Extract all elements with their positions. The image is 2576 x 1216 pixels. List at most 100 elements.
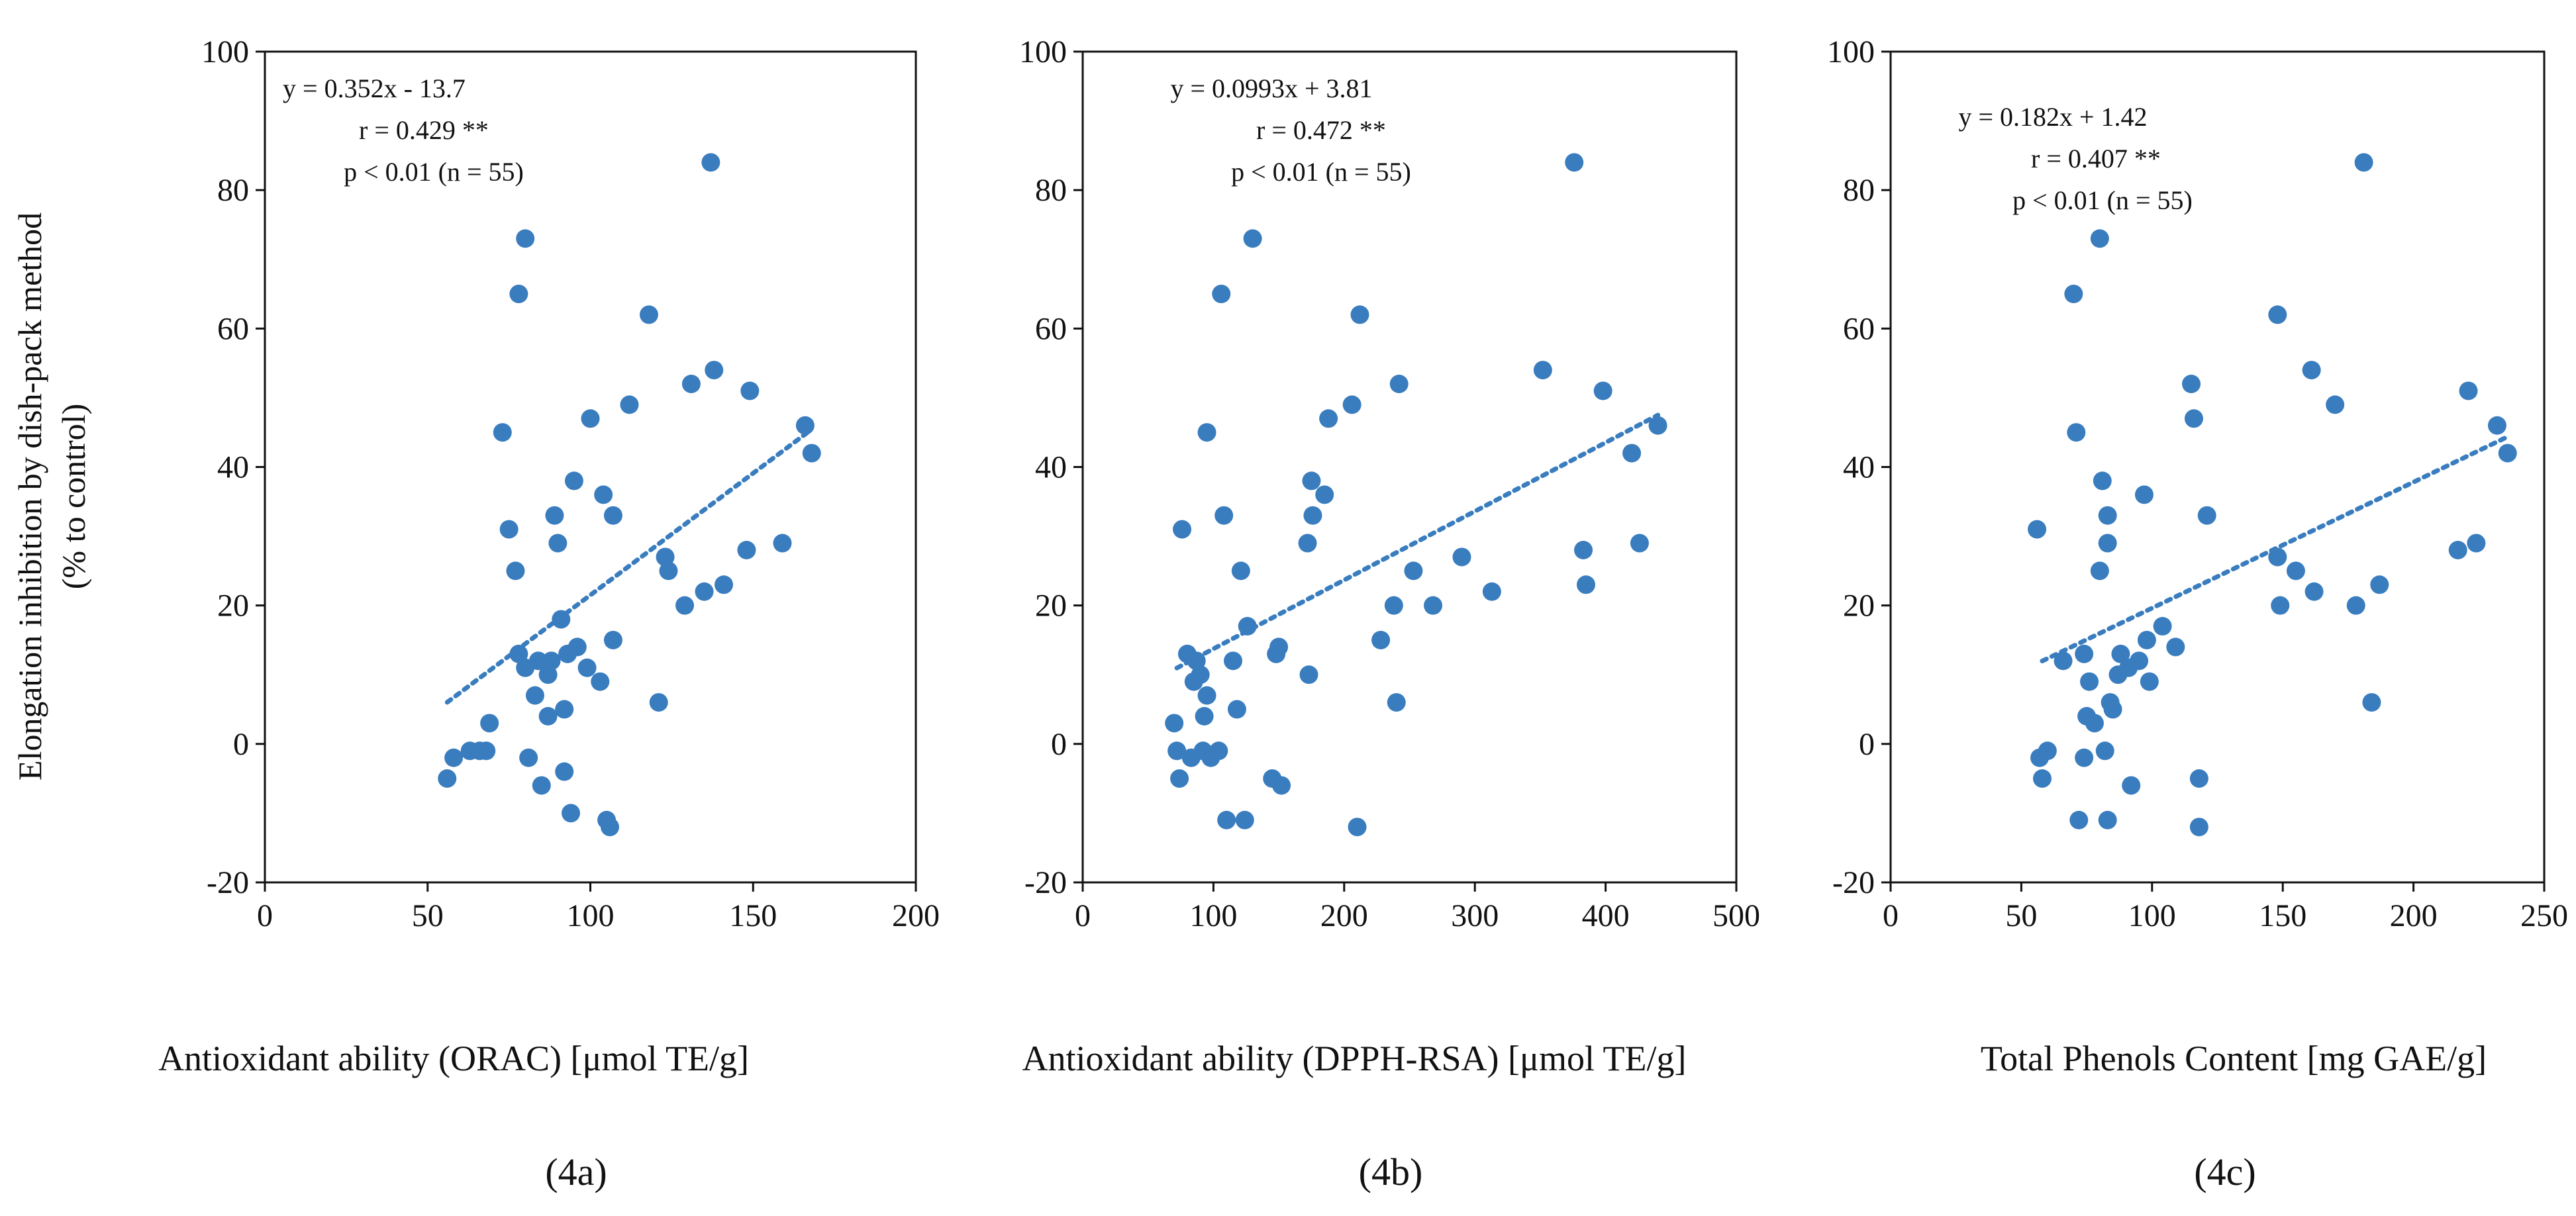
y-tick-label-4b: 0 (1051, 727, 1067, 762)
data-point-4a (516, 229, 535, 248)
data-point-4b (1272, 776, 1291, 795)
data-point-4c (2080, 672, 2099, 691)
y-tick-label-4a: 80 (217, 173, 249, 208)
panel-label-4a: (4a) (545, 1150, 607, 1193)
data-point-4c (2271, 596, 2290, 615)
data-point-4b (1170, 769, 1189, 788)
data-point-4c (2467, 534, 2486, 553)
data-point-4b (1387, 693, 1406, 712)
p-value-text-4a: p < 0.01 (n = 55) (344, 157, 524, 187)
data-point-4a (620, 395, 639, 414)
data-point-4a (591, 672, 610, 691)
data-point-4c (2067, 423, 2086, 442)
data-point-4a (705, 361, 724, 380)
data-point-4b (1197, 423, 1216, 442)
y-tick-label-4b: 60 (1035, 311, 1067, 346)
data-point-4b (1303, 506, 1322, 525)
r-value-text-4b: r = 0.472 ** (1256, 115, 1386, 145)
y-tick-label-4c: 40 (1843, 450, 1875, 485)
data-point-4c (2090, 561, 2109, 581)
data-point-4c (2130, 651, 2149, 671)
y-axis-title: Elongation inhibition by dish-pack metho… (11, 212, 92, 780)
data-point-4c (2075, 644, 2094, 663)
data-point-4b (1212, 285, 1231, 304)
p-value-text-4b: p < 0.01 (n = 55) (1231, 157, 1411, 187)
data-point-4a (600, 818, 619, 837)
data-point-4a (695, 582, 714, 601)
x-tick-label-4a: 200 (892, 898, 940, 933)
data-point-4b (1315, 485, 1334, 504)
data-point-4a (555, 762, 574, 781)
data-point-4c (2182, 375, 2201, 393)
y-tick-label-4b: 80 (1035, 173, 1067, 208)
data-point-4b (1217, 810, 1236, 829)
data-point-4b (1648, 416, 1667, 435)
data-point-4c (2098, 534, 2117, 553)
data-point-4a (802, 444, 821, 463)
data-point-4b (1235, 810, 1254, 829)
x-tick-label-4c: 50 (2005, 898, 2037, 933)
data-point-4a (740, 381, 760, 400)
data-point-4b (1319, 409, 1338, 428)
x-axis-title-4b: Antioxidant ability (DPPH-RSA) [μmol TE/… (1022, 1039, 1687, 1078)
data-point-4c (2268, 547, 2287, 567)
data-point-4a (438, 769, 457, 788)
x-tick-label-4b: 400 (1582, 898, 1630, 933)
data-point-4a (649, 693, 668, 712)
r-value-text-4a: r = 0.429 ** (359, 115, 489, 145)
data-point-4a (675, 596, 695, 615)
y-tick-label-4b: 100 (1019, 34, 1067, 70)
data-point-4a (509, 285, 528, 304)
p-value-text-4c: p < 0.01 (n = 55) (2012, 185, 2193, 215)
data-point-4c (2069, 810, 2089, 829)
data-point-4a (506, 561, 525, 581)
data-point-4c (2103, 700, 2122, 719)
y-tick-label-4c: -20 (1832, 865, 1875, 900)
data-point-4a (581, 409, 600, 428)
data-point-4a (681, 375, 701, 393)
y-tick-label-4a: 100 (201, 34, 249, 70)
data-point-4b (1299, 665, 1318, 684)
equation-text-4b: y = 0.0993x + 3.81 (1170, 73, 1372, 103)
trendline-4a (444, 427, 815, 705)
data-point-4a (568, 637, 587, 657)
data-point-4a (603, 630, 622, 649)
data-point-4c (2459, 381, 2478, 400)
data-point-4c (2090, 229, 2109, 248)
data-point-4a (538, 707, 558, 725)
data-point-4b (1191, 665, 1210, 684)
data-point-4b (1227, 700, 1246, 719)
y-tick-label-4c: 20 (1843, 588, 1875, 624)
x-tick-label-4a: 50 (412, 898, 444, 933)
data-point-4a (493, 423, 512, 442)
data-point-4c (2095, 741, 2114, 761)
y-tick-label-4c: 100 (1827, 34, 1875, 70)
data-point-4b (1482, 582, 1501, 601)
data-point-4b (1231, 561, 1250, 581)
data-point-4a (715, 575, 734, 594)
data-point-4a (555, 700, 574, 719)
data-point-4b (1342, 395, 1362, 414)
x-tick-label-4a: 0 (257, 898, 273, 933)
y-tick-label-4b: 40 (1035, 450, 1067, 485)
data-point-4c (2098, 810, 2117, 829)
data-point-4c (2346, 596, 2365, 615)
data-point-4b (1371, 630, 1391, 649)
data-point-4c (2370, 575, 2389, 594)
equation-text-4a: y = 0.352x - 13.7 (283, 73, 466, 103)
data-point-4a (477, 741, 496, 761)
data-point-4c (2038, 741, 2057, 761)
data-point-4b (1195, 707, 1214, 725)
y-tick-label-4c: 80 (1843, 173, 1875, 208)
data-point-4b (1565, 153, 1584, 172)
data-point-4c (2302, 361, 2321, 380)
data-point-4c (2153, 617, 2172, 636)
data-point-4a (795, 416, 815, 435)
data-point-4c (2085, 714, 2104, 733)
data-point-4a (737, 541, 756, 559)
data-point-4c (2189, 769, 2208, 788)
x-axis-title-4c: Total Phenols Content [mg GAE/g] (1981, 1039, 2487, 1078)
data-point-4b (1593, 381, 1612, 400)
